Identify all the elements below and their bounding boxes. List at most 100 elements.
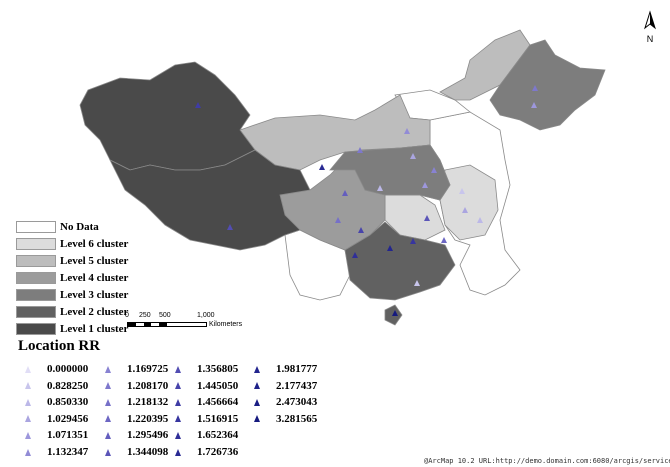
rr-value: 1.445050 (197, 379, 239, 392)
triangle-marker-icon (25, 415, 31, 423)
rr-value: 0.828250 (47, 379, 89, 392)
scale-tick: 0 (125, 312, 129, 319)
rr-marker (531, 102, 537, 108)
rr-value: 1.208170 (127, 379, 169, 392)
triangle-marker-icon (175, 382, 181, 390)
rr-value: 1.356805 (197, 363, 239, 375)
rr-legend-item: 1.726736 (175, 444, 238, 460)
rr-legend-item: 2.177437 (254, 378, 317, 394)
legend-swatch (16, 238, 56, 250)
rr-marker (335, 217, 341, 223)
rr-legend-item: 1.295496 (105, 427, 168, 443)
legend-item: No Data (16, 220, 99, 234)
legend-label: Level 6 cluster (60, 238, 129, 250)
rr-legend-item: 0.828250 (25, 378, 88, 394)
rr-value: 1.218132 (127, 396, 169, 409)
rr-legend-item: 0.850330 (25, 394, 88, 410)
rr-marker (319, 164, 325, 170)
legend-item: Level 3 cluster (16, 288, 128, 302)
rr-legend-item: 1.356805 (175, 361, 238, 377)
legend-swatch (16, 255, 56, 267)
rr-marker (410, 153, 416, 159)
location-rr-title: Location RR (18, 338, 101, 354)
scale-bar-unit: Kilometers (209, 321, 243, 328)
region-level-6-a (384, 194, 446, 241)
rr-marker (392, 310, 398, 316)
triangle-marker-icon (25, 365, 31, 373)
legend-item: Level 5 cluster (16, 254, 128, 268)
rr-value: 1.220395 (127, 412, 169, 425)
rr-marker (195, 102, 201, 108)
legend-swatch (16, 289, 56, 301)
region-level-2-south (344, 221, 456, 301)
rr-marker (352, 252, 358, 258)
triangle-marker-icon (105, 431, 111, 439)
rr-marker (358, 227, 364, 233)
rr-marker (414, 280, 420, 286)
rr-marker (441, 237, 447, 243)
triangle-marker-icon (25, 431, 31, 439)
rr-legend-item: 1.208170 (105, 378, 168, 394)
legend-item: Level 6 cluster (16, 237, 128, 251)
region-level-1-xinjiang (79, 61, 256, 171)
rr-legend-item: 1.029456 (25, 411, 88, 427)
triangle-marker-icon (25, 448, 31, 456)
legend-item: Level 2 cluster (16, 305, 128, 319)
triangle-marker-icon (254, 382, 260, 390)
legend-swatch (16, 272, 56, 284)
legend-item: Level 4 cluster (16, 271, 128, 285)
legend-label: Level 3 cluster (60, 289, 129, 301)
rr-value: 1.344098 (127, 446, 169, 458)
rr-value: 1.132347 (47, 446, 89, 458)
rr-legend-item: 1.981777 (254, 361, 317, 377)
triangle-marker-icon (105, 398, 111, 406)
region-level-3-northeast (489, 39, 606, 131)
triangle-marker-icon (25, 398, 31, 406)
legend-item: Level 1 cluster (16, 322, 128, 336)
rr-legend-item: 1.220395 (105, 411, 168, 427)
rr-marker (227, 224, 233, 230)
rr-value: 1.652364 (197, 429, 239, 442)
rr-value: 1.456664 (197, 396, 239, 409)
rr-value: 2.177437 (276, 379, 318, 392)
rr-marker (404, 128, 410, 134)
level-4-regions (279, 159, 386, 251)
triangle-marker-icon (175, 431, 181, 439)
region-level-4-west (279, 159, 386, 251)
rr-value: 1.981777 (276, 363, 318, 375)
scale-tick: 1,000 (197, 312, 215, 319)
rr-value: 0.000000 (47, 363, 89, 375)
rr-legend-item: 1.071351 (25, 427, 88, 443)
triangle-marker-icon (175, 415, 181, 423)
triangle-marker-icon (105, 382, 111, 390)
level-1-regions (79, 61, 311, 251)
legend-label: Level 4 cluster (60, 272, 129, 284)
rr-value: 1.295496 (127, 429, 169, 442)
rr-value: 1.029456 (47, 412, 89, 425)
rr-marker (431, 167, 437, 173)
rr-legend-item: 1.169725 (105, 361, 168, 377)
region-level-6-b (439, 164, 499, 241)
rr-legend-item: 2.473043 (254, 394, 317, 410)
rr-marker (410, 238, 416, 244)
rr-value: 1.516915 (197, 412, 239, 425)
legend-label: Level 2 cluster (60, 306, 129, 318)
rr-legend-item: 0.000000 (25, 361, 88, 377)
rr-value: 1.071351 (47, 429, 89, 442)
rr-marker (477, 217, 483, 223)
scale-tick: 250 (139, 312, 151, 319)
rr-legend-item: 1.445050 (175, 378, 238, 394)
legend-swatch (16, 306, 56, 318)
rr-marker (342, 190, 348, 196)
north-arrow-icon: N (644, 10, 656, 44)
rr-marker (357, 147, 363, 153)
rr-legend-item: 1.218132 (105, 394, 168, 410)
rr-marker (377, 185, 383, 191)
scale-bar-graphic (127, 322, 207, 327)
legend-label: Level 1 cluster (60, 323, 129, 335)
scale-bar: 0 250 500 1,000 Kilometers (125, 312, 337, 336)
source-credit: @ArcMap 10.2 URL:http://demo.domain.com:… (424, 457, 670, 465)
legend-label: No Data (60, 221, 99, 233)
rr-markers (195, 85, 538, 316)
rr-marker (462, 207, 468, 213)
